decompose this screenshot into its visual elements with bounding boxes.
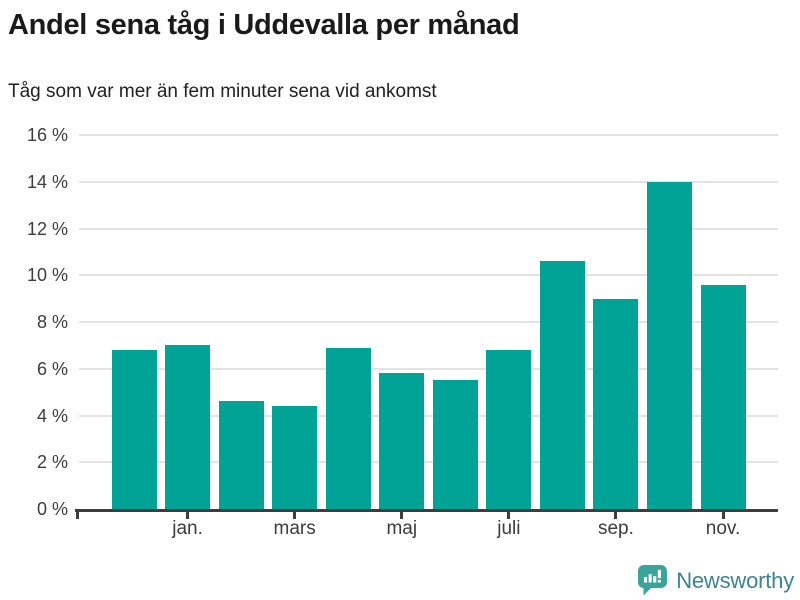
x-axis-tick (614, 512, 618, 519)
gridline-16 (79, 134, 778, 136)
gridline-2 (79, 461, 778, 464)
x-axis-tick (507, 512, 511, 519)
x-axis-tick-label: sep. (597, 518, 634, 539)
gridline-12 (79, 227, 778, 230)
gridline-14 (79, 180, 778, 183)
bar-jan (165, 345, 211, 509)
brand-logo: Newsworthy (637, 564, 794, 597)
y-axis-tick-label: 16 % (26, 125, 68, 145)
y-axis-tick-label: 8 % (36, 312, 68, 332)
gridline-6 (79, 367, 778, 370)
x-axis-tick-label: nov. (705, 518, 741, 539)
plot-area (75, 134, 778, 512)
gridline-4 (79, 414, 778, 417)
chart-subtitle: Tåg som var mer än fem minuter sena vid … (8, 81, 437, 102)
x-axis-tick-label: jan. (172, 518, 203, 539)
y-axis-tick-label: 10 % (26, 265, 68, 286)
bar-maj (379, 373, 425, 509)
y-axis-tick-label: 4 % (36, 405, 68, 426)
x-axis-tick-label: mars (273, 518, 316, 539)
bar-okt (647, 181, 692, 509)
x-axis-tick (400, 512, 404, 519)
x-axis-tick (293, 512, 297, 519)
x-axis-tick-label: maj (386, 518, 418, 539)
bar-feb (218, 401, 264, 509)
x-axis-tick (721, 512, 725, 519)
y-axis-tick-label: 2 % (36, 452, 68, 473)
y-axis-tick-label: 14 % (26, 171, 68, 192)
gridline-8 (79, 321, 778, 323)
bar-dec (111, 350, 157, 509)
bar-aug (539, 261, 585, 509)
bar-mars (272, 406, 318, 509)
brand-name: Newsworthy (676, 567, 794, 593)
bar-juli (486, 350, 532, 509)
chart-title: Andel sena tåg i Uddevalla per månad (8, 9, 520, 41)
bar-juni (432, 380, 478, 509)
x-axis-tick (186, 512, 190, 519)
y-axis-tick-label: 0 % (36, 499, 68, 519)
bar-apr (325, 347, 371, 509)
gridline-10 (79, 274, 778, 277)
bar-sep (593, 298, 639, 509)
x-axis-start-tick (76, 512, 79, 519)
y-axis-tick-label: 6 % (36, 358, 68, 379)
newsworthy-speech-bubble-barchart-icon (637, 564, 668, 597)
bar-nov (700, 284, 746, 509)
y-axis-tick-label: 12 % (26, 218, 68, 239)
x-axis-tick-label: juli (497, 518, 521, 539)
